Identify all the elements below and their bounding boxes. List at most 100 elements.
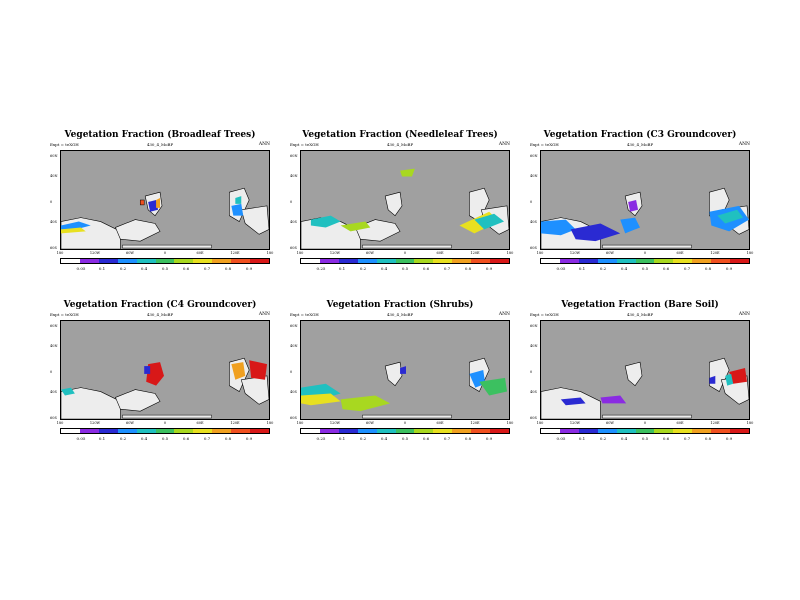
panel-subtitle: 430_4_MoBP <box>626 142 654 147</box>
latitude-tick-label: 0 <box>290 370 293 374</box>
vegetation-area <box>560 397 586 406</box>
colorbar-segment <box>616 429 636 433</box>
colorbar-tick-label: 0.05 <box>556 436 566 441</box>
latitude-tick-label: 60N <box>290 154 298 158</box>
land-mass <box>139 199 145 206</box>
map-plot <box>60 320 270 420</box>
latitude-tick-label: 60N <box>50 324 58 328</box>
colorbar-segment <box>231 429 251 433</box>
colorbar-tick-label: 0.9 <box>485 436 493 441</box>
map-panel-baresoil: Vegetation Fraction (Bare Soil) Expt = t… <box>530 300 753 465</box>
colorbar-segment <box>136 259 156 263</box>
colorbar-tick-label: 0.5 <box>641 436 649 441</box>
panel-subtitle: 430_4_MoBP <box>146 312 174 317</box>
latitude-tick-label: 40S <box>50 220 57 224</box>
colorbar-tick-label: 0.4 <box>380 266 388 271</box>
map-svg <box>541 357 749 419</box>
colorbar-segment <box>711 429 731 433</box>
colorbar-segment <box>319 429 339 433</box>
colorbar-tick-label: 0.25 <box>316 436 326 441</box>
map-plot <box>60 150 270 250</box>
experiment-label: Expt = teXGH <box>290 312 319 317</box>
longitude-tick-label: 0 <box>643 251 647 255</box>
map-plot <box>300 150 510 250</box>
colorbar-tick-label: 0.6 <box>662 436 670 441</box>
colorbar-tick-label: 0.8 <box>224 266 232 271</box>
colorbar-segment <box>193 259 213 263</box>
vegetation-area <box>541 219 576 236</box>
land-mass <box>602 244 692 249</box>
colorbar-tick-label: 0.7 <box>683 266 691 271</box>
colorbar-segment <box>541 429 560 433</box>
latitude-tick-label: 0 <box>50 370 53 374</box>
colorbar-segment <box>635 259 655 263</box>
colorbar-segment <box>452 259 472 263</box>
colorbar-segment <box>452 429 472 433</box>
vegetation-area <box>61 387 75 396</box>
colorbar-tick-label: 0.2 <box>599 266 607 271</box>
vegetation-area <box>400 366 406 374</box>
latitude-tick-label: 40N <box>530 344 538 348</box>
colorbar-tick-label: 0.05 <box>556 266 566 271</box>
colorbar-segment <box>433 259 453 263</box>
latitude-tick-label: 60N <box>530 154 538 158</box>
vegetation-area <box>148 200 159 212</box>
colorbar-segment <box>357 259 377 263</box>
colorbar-tick-label: 0.5 <box>401 266 409 271</box>
longitude-tick-label: 180 <box>746 421 754 425</box>
colorbar-tick-label: 0.6 <box>182 436 190 441</box>
colorbar-segment <box>541 259 560 263</box>
latitude-tick-label: 40N <box>290 174 298 178</box>
latitude-tick-label: 60N <box>290 324 298 328</box>
colorbar-tick-label: 0.4 <box>620 266 628 271</box>
panel-subtitle: 430_4_MoBP <box>386 142 414 147</box>
land-mass <box>115 219 161 242</box>
colorbar-segment <box>673 429 693 433</box>
colorbar-tick-label: 0.7 <box>203 266 211 271</box>
colorbar-segment <box>376 429 396 433</box>
panel-title: Vegetation Fraction (Shrubs) <box>326 300 474 310</box>
colorbar <box>540 428 750 434</box>
vegetation-area <box>146 362 165 386</box>
longitude-tick-label: 120E <box>710 421 720 425</box>
colorbar-tick-label: 0.2 <box>119 266 127 271</box>
land-mass <box>384 191 403 217</box>
colorbar-segment <box>654 259 674 263</box>
latitude-tick-label: 0 <box>50 200 53 204</box>
colorbar-segment <box>319 259 339 263</box>
colorbar-tick-label: 0.8 <box>224 436 232 441</box>
colorbar-tick-label: 0.8 <box>704 266 712 271</box>
longitude-tick-label: 120E <box>230 421 240 425</box>
latitude-tick-label: 60N <box>50 154 58 158</box>
map-svg <box>61 357 269 419</box>
longitude-tick-label: 60W <box>605 421 615 425</box>
colorbar-segment <box>155 259 175 263</box>
longitude-tick-label: 0 <box>403 251 407 255</box>
colorbar-tick-label: 0.9 <box>725 436 733 441</box>
colorbar-tick-label: 0.1 <box>578 266 586 271</box>
colorbar <box>540 258 750 264</box>
colorbar-tick-label: 0.2 <box>359 436 367 441</box>
colorbar-tick-label: 0.5 <box>641 266 649 271</box>
longitude-tick-label: 60W <box>365 421 375 425</box>
latitude-tick-label: 60S <box>50 246 57 250</box>
longitude-tick-label: 0 <box>403 421 407 425</box>
vegetation-area <box>340 395 391 412</box>
colorbar-tick-label: 0.8 <box>464 266 472 271</box>
vegetation-area <box>61 221 91 230</box>
colorbar-segment <box>61 429 80 433</box>
land-mass <box>115 389 161 412</box>
vegetation-area <box>717 209 744 224</box>
longitude-tick-label: 120E <box>230 251 240 255</box>
colorbar-segment <box>433 429 453 433</box>
colorbar-tick-label: 0.4 <box>140 266 148 271</box>
colorbar <box>300 428 510 434</box>
panel-title: Vegetation Fraction (Needleleaf Trees) <box>302 130 498 140</box>
longitude-tick-label: 180 <box>536 251 544 255</box>
latitude-tick-label: 60S <box>530 246 537 250</box>
latitude-tick-label: 40N <box>290 344 298 348</box>
season-label: ANN <box>258 312 270 317</box>
vegetation-area <box>725 373 734 386</box>
land-mass <box>384 361 403 387</box>
longitude-tick-label: 60E <box>196 421 204 425</box>
